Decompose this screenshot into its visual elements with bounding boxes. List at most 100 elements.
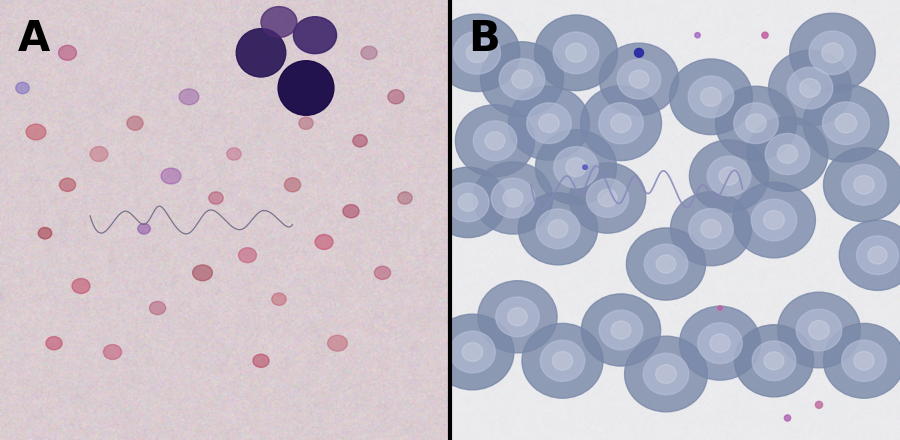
Ellipse shape <box>554 147 598 188</box>
Ellipse shape <box>522 323 603 398</box>
Ellipse shape <box>463 342 482 361</box>
Ellipse shape <box>179 89 199 105</box>
Ellipse shape <box>688 209 734 249</box>
Ellipse shape <box>388 90 404 104</box>
Ellipse shape <box>473 162 553 234</box>
Ellipse shape <box>127 116 143 130</box>
Ellipse shape <box>799 78 821 97</box>
Ellipse shape <box>536 209 580 249</box>
Ellipse shape <box>719 167 739 185</box>
Ellipse shape <box>431 314 514 390</box>
Circle shape <box>785 415 790 421</box>
Ellipse shape <box>796 309 842 351</box>
Ellipse shape <box>611 114 631 132</box>
Ellipse shape <box>733 182 815 258</box>
Ellipse shape <box>548 220 568 238</box>
Ellipse shape <box>481 42 563 117</box>
Ellipse shape <box>835 114 857 133</box>
Ellipse shape <box>752 199 796 241</box>
Ellipse shape <box>644 353 688 395</box>
Ellipse shape <box>670 59 752 135</box>
Ellipse shape <box>343 205 359 218</box>
Ellipse shape <box>569 163 646 233</box>
Ellipse shape <box>565 44 587 62</box>
Ellipse shape <box>209 192 223 204</box>
Ellipse shape <box>450 331 495 373</box>
Text: B: B <box>468 18 500 59</box>
Ellipse shape <box>842 165 886 205</box>
Ellipse shape <box>261 7 297 37</box>
Ellipse shape <box>374 266 391 279</box>
Ellipse shape <box>611 321 631 339</box>
Ellipse shape <box>763 210 785 230</box>
Ellipse shape <box>769 50 851 126</box>
Circle shape <box>695 33 700 38</box>
Ellipse shape <box>580 86 662 161</box>
Ellipse shape <box>26 124 46 140</box>
Ellipse shape <box>236 29 286 77</box>
Ellipse shape <box>539 114 559 132</box>
Ellipse shape <box>734 325 814 397</box>
Circle shape <box>761 32 768 38</box>
Ellipse shape <box>857 236 898 275</box>
Ellipse shape <box>293 17 337 54</box>
Ellipse shape <box>788 67 832 109</box>
Ellipse shape <box>824 323 900 398</box>
Ellipse shape <box>670 192 752 266</box>
Ellipse shape <box>625 336 707 412</box>
Ellipse shape <box>508 86 590 160</box>
Ellipse shape <box>138 224 150 234</box>
Ellipse shape <box>272 293 286 305</box>
Ellipse shape <box>496 297 539 337</box>
Ellipse shape <box>566 158 586 176</box>
Ellipse shape <box>626 228 706 300</box>
Ellipse shape <box>734 103 778 143</box>
Ellipse shape <box>193 265 212 281</box>
Ellipse shape <box>526 103 572 143</box>
Ellipse shape <box>822 43 843 62</box>
Ellipse shape <box>656 255 676 273</box>
Ellipse shape <box>72 279 90 293</box>
Ellipse shape <box>778 292 860 368</box>
Ellipse shape <box>454 32 500 74</box>
Ellipse shape <box>747 117 828 191</box>
Circle shape <box>634 48 644 57</box>
Ellipse shape <box>809 31 856 74</box>
Ellipse shape <box>598 189 617 207</box>
Ellipse shape <box>581 294 661 366</box>
Ellipse shape <box>700 87 722 106</box>
Ellipse shape <box>778 145 797 163</box>
Ellipse shape <box>315 235 333 249</box>
Ellipse shape <box>478 281 557 353</box>
Circle shape <box>718 306 722 310</box>
Ellipse shape <box>553 352 572 370</box>
Ellipse shape <box>535 15 617 91</box>
Ellipse shape <box>701 220 721 238</box>
Ellipse shape <box>104 345 122 359</box>
Ellipse shape <box>278 61 334 115</box>
Ellipse shape <box>823 102 869 144</box>
Ellipse shape <box>473 121 517 161</box>
Ellipse shape <box>790 13 875 92</box>
Ellipse shape <box>299 117 313 129</box>
Ellipse shape <box>455 105 535 177</box>
Ellipse shape <box>842 340 886 381</box>
Ellipse shape <box>599 310 643 350</box>
Ellipse shape <box>854 176 874 194</box>
Ellipse shape <box>839 220 900 290</box>
Ellipse shape <box>491 178 535 218</box>
Ellipse shape <box>824 148 900 222</box>
Ellipse shape <box>655 364 677 384</box>
Text: A: A <box>18 18 50 59</box>
Ellipse shape <box>688 76 734 117</box>
Ellipse shape <box>554 32 598 73</box>
Ellipse shape <box>854 352 874 370</box>
Ellipse shape <box>765 133 810 175</box>
Ellipse shape <box>149 301 166 315</box>
Ellipse shape <box>161 168 181 184</box>
Ellipse shape <box>536 130 617 205</box>
Ellipse shape <box>710 334 730 352</box>
Ellipse shape <box>764 352 784 370</box>
Ellipse shape <box>689 140 769 212</box>
Ellipse shape <box>500 59 544 100</box>
